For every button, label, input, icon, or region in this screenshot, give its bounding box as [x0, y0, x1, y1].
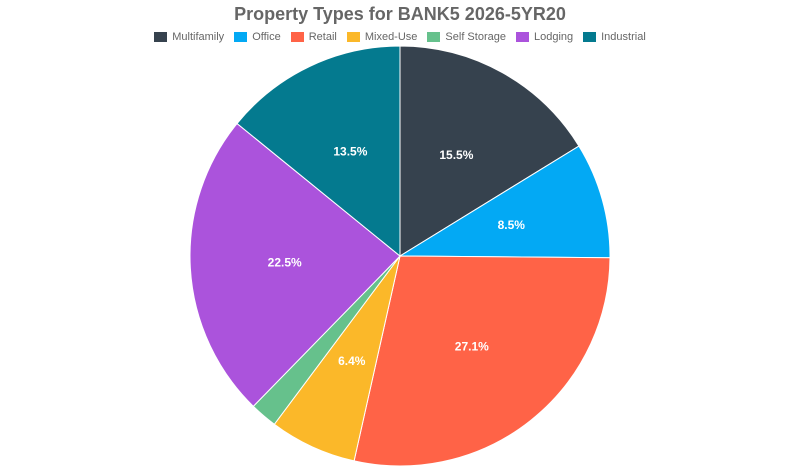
legend-label: Self Storage	[445, 31, 506, 43]
legend-item-self-storage[interactable]: Self Storage	[427, 31, 506, 43]
slice-office[interactable]	[398, 145, 611, 259]
legend-item-mixed-use[interactable]: Mixed-Use	[346, 31, 418, 43]
slice-label: 27.1%	[455, 339, 489, 353]
legend-swatch	[154, 32, 168, 42]
slice-label: 8.5%	[498, 218, 526, 232]
legend-item-office[interactable]: Office	[234, 31, 281, 43]
slice-label: 13.5%	[333, 145, 367, 159]
legend-item-lodging[interactable]: Lodging	[515, 31, 574, 43]
legend-label: Office	[252, 31, 281, 43]
legend-swatch	[346, 32, 360, 42]
legend-item-industrial[interactable]: Industrial	[583, 31, 646, 43]
legend-label: Retail	[308, 31, 337, 43]
legend-label: Mixed-Use	[364, 31, 418, 43]
slice-label: 6.4%	[338, 354, 366, 368]
legend-swatch	[427, 32, 441, 42]
legend-swatch	[290, 32, 304, 42]
legend-item-retail[interactable]: Retail	[290, 31, 337, 43]
slice-label: 22.5%	[268, 256, 302, 270]
legend-label: Industrial	[601, 31, 646, 43]
slice-multifamily[interactable]	[399, 45, 580, 257]
legend-label: Lodging	[533, 31, 574, 43]
slice-lodging[interactable]	[189, 122, 401, 408]
slice-retail[interactable]	[353, 255, 611, 467]
legend-item-multifamily[interactable]: Multifamily	[154, 31, 224, 43]
chart-legend: Multifamily Office Retail Mixed-Use Self Sto…	[0, 31, 800, 43]
legend-label: Multifamily	[172, 31, 225, 43]
legend-swatch	[515, 32, 529, 42]
slice-label: 15.5%	[439, 148, 473, 162]
chart-title: Property Types for BANK5 2026-5YR20	[234, 4, 566, 24]
legend-swatch	[583, 32, 597, 42]
legend-swatch	[234, 32, 248, 42]
slice-industrial[interactable]	[236, 45, 401, 258]
